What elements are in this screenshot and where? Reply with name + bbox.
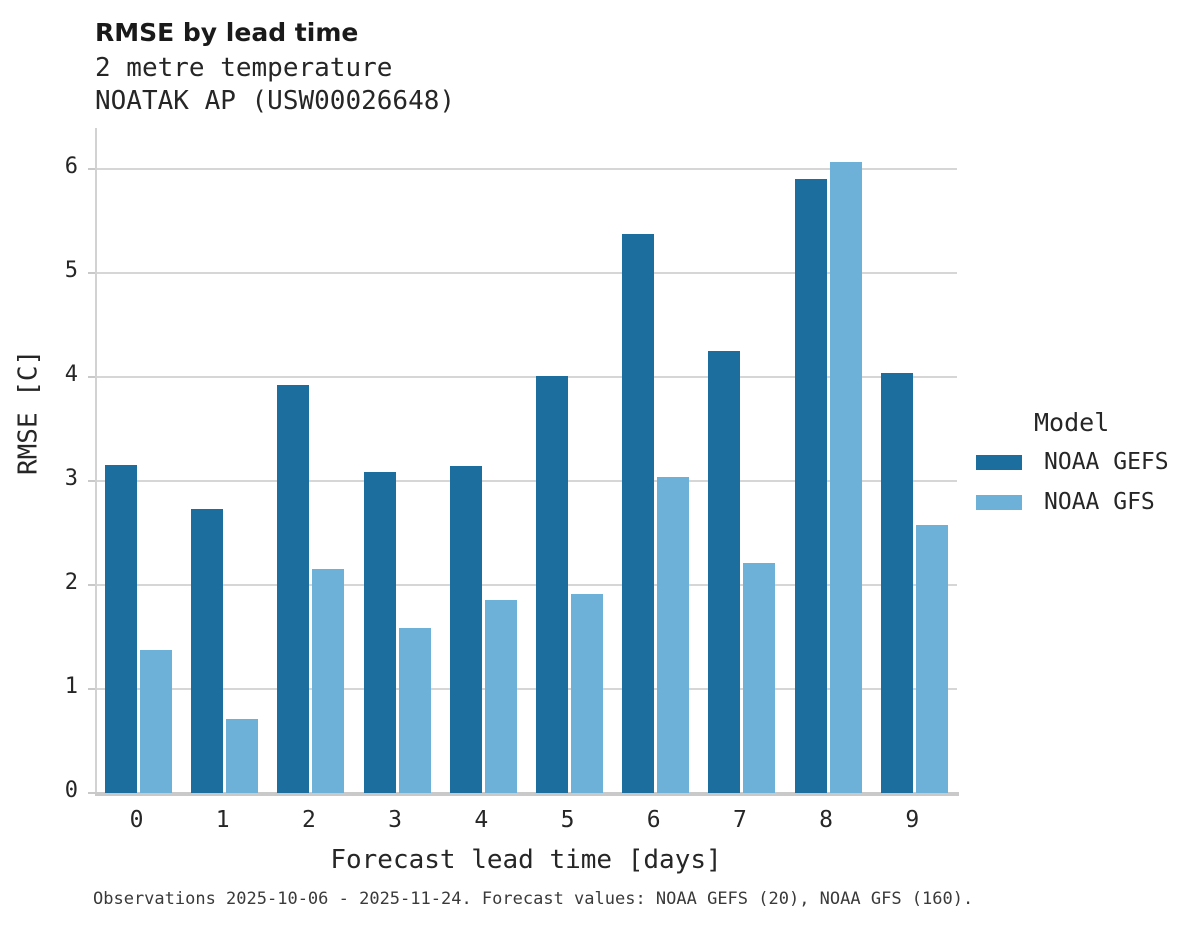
bar-gfs-lead6 (657, 476, 690, 793)
bar-gefs-lead6 (622, 234, 655, 793)
bar-gfs-lead5 (571, 594, 603, 793)
bar-gefs-lead7 (708, 350, 741, 793)
x-axis-label: Forecast lead time [days] (330, 845, 722, 875)
bar-gfs-lead0 (140, 650, 172, 793)
ytick-mark-6 (88, 167, 95, 170)
xtick-label-2: 2 (301, 807, 316, 833)
bar-gefs-lead0 (105, 465, 137, 793)
xtick-label-7: 7 (732, 807, 747, 833)
legend-entry-gfs: NOAA GFS (976, 489, 1192, 515)
ytick-label-1: 1 (64, 673, 78, 699)
gridline-y2 (97, 583, 957, 586)
ytick-label-4: 4 (64, 361, 78, 387)
caption: Observations 2025-10-06 - 2025-11-24. Fo… (93, 889, 974, 909)
gridline-y3 (97, 479, 957, 482)
ytick-mark-2 (88, 583, 95, 586)
bar-gefs-lead2 (277, 385, 310, 793)
gridline-y1 (97, 687, 957, 690)
bar-gfs-lead1 (226, 719, 259, 793)
bar-gefs-lead1 (191, 508, 224, 793)
xtick-label-8: 8 (819, 807, 834, 833)
gridline-y5 (97, 271, 957, 274)
legend-label-gefs: NOAA GEFS (1044, 449, 1169, 475)
ytick-label-6: 6 (64, 153, 78, 179)
xtick-label-1: 1 (215, 807, 230, 833)
subtitle-variable: 2 metre temperature (95, 53, 393, 83)
gridline-y4 (97, 375, 957, 378)
gefs-swatch-icon (976, 454, 1022, 470)
ytick-mark-0 (88, 792, 95, 794)
plot-area (88, 128, 959, 796)
legend-label-gfs: NOAA GFS (1044, 489, 1155, 515)
bar-gfs-lead2 (312, 569, 345, 793)
bar-gfs-lead9 (915, 524, 948, 793)
xtick-label-4: 4 (474, 807, 489, 833)
ytick-mark-4 (88, 375, 95, 378)
ytick-label-2: 2 (64, 569, 78, 595)
bar-gefs-lead8 (794, 179, 827, 793)
ytick-label-5: 5 (64, 257, 78, 283)
bar-gfs-lead8 (829, 162, 862, 793)
xtick-label-9: 9 (905, 807, 920, 833)
chart-subtitle: 2 metre temperature NOATAK AP (USW0002664… (95, 52, 455, 118)
bar-gefs-lead3 (363, 472, 396, 793)
legend-entry-gefs: NOAA GEFS (976, 449, 1192, 475)
ytick-mark-1 (88, 687, 95, 690)
subtitle-station: NOATAK AP (USW00026648) (95, 86, 456, 116)
chart-title: RMSE by lead time (95, 18, 359, 47)
ytick-mark-5 (88, 271, 95, 274)
bar-gfs-lead3 (398, 627, 431, 793)
gfs-swatch-icon (976, 494, 1022, 510)
bar-gefs-lead4 (449, 466, 482, 793)
ytick-label-3: 3 (64, 465, 78, 491)
bar-gfs-lead7 (743, 563, 776, 793)
xtick-label-6: 6 (646, 807, 661, 833)
xtick-label-0: 0 (129, 807, 144, 833)
legend-title: Model (1034, 408, 1110, 437)
bar-gfs-lead4 (484, 600, 517, 793)
ytick-mark-3 (88, 479, 95, 482)
xtick-label-5: 5 (560, 807, 575, 833)
bar-gefs-lead9 (880, 372, 913, 793)
legend: Model NOAA GEFS NOAA GFS (962, 408, 1192, 529)
ytick-label-0: 0 (64, 778, 78, 803)
bar-gefs-lead5 (536, 375, 568, 793)
gridline-y6 (97, 167, 957, 170)
x-axis-spine (95, 792, 959, 796)
xtick-label-3: 3 (388, 807, 403, 833)
